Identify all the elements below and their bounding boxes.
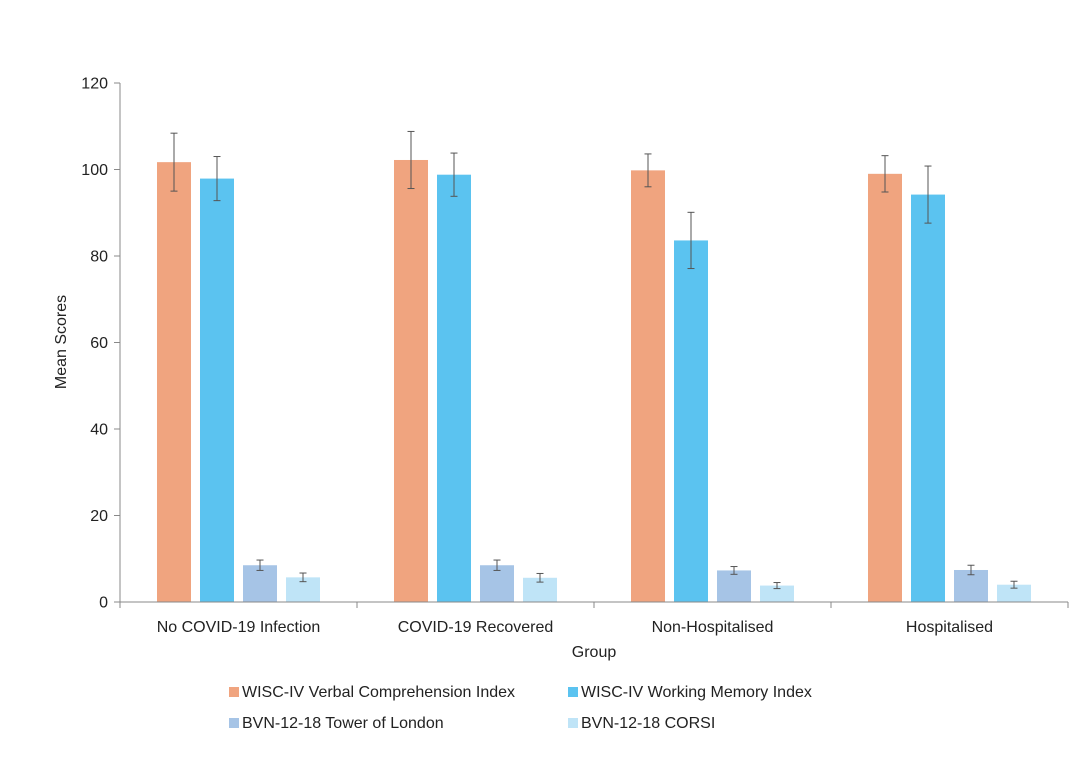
bar xyxy=(394,159,428,603)
bar xyxy=(868,173,902,602)
y-tick-label: 20 xyxy=(90,508,108,525)
legend-label: WISC-IV Verbal Comprehension Index xyxy=(242,684,515,701)
x-tick-label: Non-Hospitalised xyxy=(652,619,774,636)
y-tick-label: 0 xyxy=(99,595,108,612)
legend: WISC-IV Verbal Comprehension Index WISC-I… xyxy=(229,684,812,732)
legend-swatch xyxy=(568,687,578,697)
legend-label: BVN-12-18 CORSI xyxy=(581,715,715,732)
bar xyxy=(437,174,471,602)
legend-label: BVN-12-18 Tower of London xyxy=(242,715,444,732)
error-bars-layer xyxy=(170,130,1018,590)
y-tick-label: 120 xyxy=(81,76,108,93)
y-axis-title: Mean Scores xyxy=(53,295,70,389)
bar xyxy=(760,585,794,602)
x-ticks: No COVID-19 Infection COVID-19 Recovered N… xyxy=(119,602,1069,636)
legend-label: WISC-IV Working Memory Index xyxy=(581,684,812,701)
x-tick-label: No COVID-19 Infection xyxy=(157,619,321,636)
y-tick-label: 100 xyxy=(81,162,108,179)
legend-swatch xyxy=(229,718,239,728)
legend-swatch xyxy=(568,718,578,728)
y-tick-label: 60 xyxy=(90,335,108,352)
bar xyxy=(674,240,708,602)
x-axis-title: Group xyxy=(572,644,617,661)
bar xyxy=(631,170,665,603)
bar xyxy=(200,178,234,602)
bar xyxy=(480,565,514,602)
y-tick-label: 80 xyxy=(90,249,108,266)
bar xyxy=(243,565,277,602)
bar xyxy=(954,569,988,602)
bar xyxy=(717,570,751,602)
y-tick-label: 40 xyxy=(90,422,108,439)
legend-swatch xyxy=(229,687,239,697)
x-tick-label: Hospitalised xyxy=(906,619,993,636)
y-ticks: 0 20 40 60 80 100 120 xyxy=(81,76,120,612)
bars-layer xyxy=(157,159,1031,603)
bar xyxy=(157,162,191,602)
bar xyxy=(997,584,1031,602)
x-tick-label: COVID-19 Recovered xyxy=(398,619,554,636)
bar xyxy=(911,194,945,602)
